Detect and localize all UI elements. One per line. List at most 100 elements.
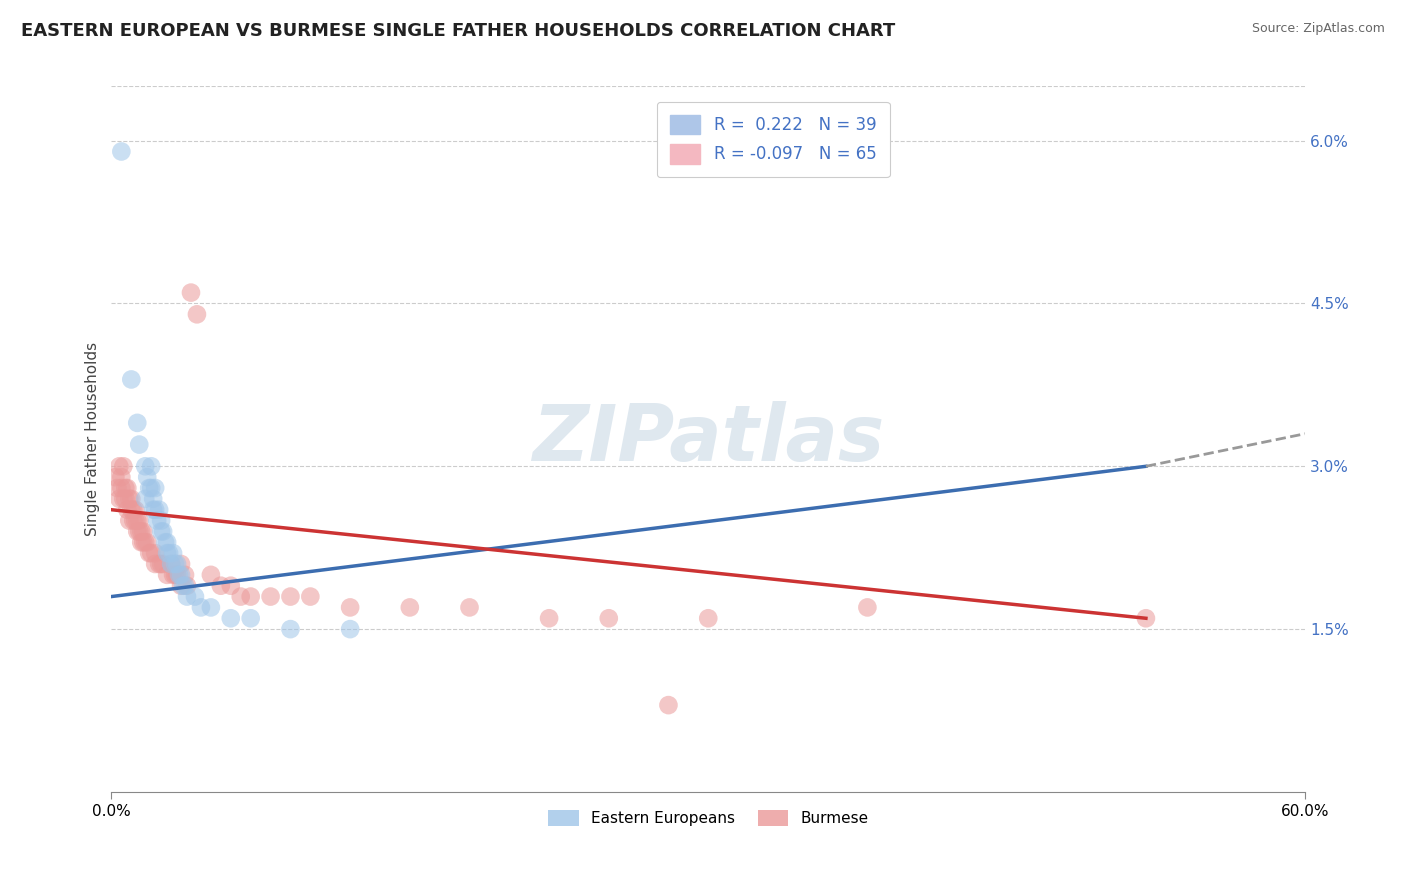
Point: [118, 514, 141, 528]
Point: [127, 514, 149, 528]
Point: [134, 491, 156, 506]
Point: [134, 535, 156, 549]
Point: [166, 567, 188, 582]
Y-axis label: Single Father Households: Single Father Households: [86, 343, 100, 536]
Point: [143, 546, 166, 560]
Point: [219, 611, 242, 625]
Point: [339, 600, 361, 615]
Point: [339, 622, 361, 636]
Point: [148, 502, 170, 516]
Point: [538, 611, 561, 625]
Point: [239, 590, 262, 604]
Point: [162, 546, 184, 560]
Point: [146, 514, 169, 528]
Point: [172, 579, 194, 593]
Point: [128, 524, 150, 539]
Point: [190, 600, 212, 615]
Point: [259, 590, 281, 604]
Point: [120, 502, 142, 516]
Point: [136, 535, 159, 549]
Point: [141, 459, 163, 474]
Point: [117, 481, 139, 495]
Point: [124, 514, 146, 528]
Point: [167, 567, 190, 582]
Point: [176, 590, 198, 604]
Point: [156, 535, 179, 549]
Point: [132, 524, 155, 539]
Point: [110, 481, 132, 495]
Point: [150, 557, 173, 571]
Point: [122, 502, 145, 516]
Point: [186, 307, 208, 321]
Point: [127, 524, 149, 539]
Point: [657, 698, 679, 712]
Point: [200, 567, 222, 582]
Point: [142, 502, 165, 516]
Point: [104, 470, 127, 484]
Point: [142, 491, 165, 506]
Point: [143, 502, 166, 516]
Point: [280, 622, 302, 636]
Point: [157, 546, 180, 560]
Point: [110, 470, 132, 484]
Point: [156, 567, 179, 582]
Point: [150, 514, 173, 528]
Point: [209, 579, 232, 593]
Point: [697, 611, 720, 625]
Point: [141, 546, 163, 560]
Point: [174, 579, 197, 593]
Point: [1135, 611, 1157, 625]
Text: ZIPatlas: ZIPatlas: [531, 401, 884, 477]
Point: [127, 416, 149, 430]
Text: Source: ZipAtlas.com: Source: ZipAtlas.com: [1251, 22, 1385, 36]
Point: [174, 567, 197, 582]
Point: [105, 481, 128, 495]
Point: [160, 557, 183, 571]
Point: [128, 437, 150, 451]
Point: [148, 557, 170, 571]
Point: [134, 459, 156, 474]
Point: [124, 502, 146, 516]
Point: [165, 557, 187, 571]
Point: [162, 567, 184, 582]
Point: [153, 535, 176, 549]
Point: [152, 524, 174, 539]
Point: [143, 557, 166, 571]
Point: [200, 600, 222, 615]
Point: [118, 491, 141, 506]
Point: [165, 567, 187, 582]
Point: [219, 579, 242, 593]
Point: [117, 502, 139, 516]
Point: [132, 535, 155, 549]
Point: [112, 491, 135, 506]
Point: [229, 590, 252, 604]
Point: [129, 535, 152, 549]
Point: [184, 590, 207, 604]
Point: [114, 481, 136, 495]
Point: [239, 611, 262, 625]
Point: [598, 611, 620, 625]
Point: [299, 590, 322, 604]
Point: [143, 481, 166, 495]
Point: [129, 524, 152, 539]
Point: [138, 481, 160, 495]
Point: [160, 557, 183, 571]
Point: [108, 459, 131, 474]
Point: [170, 567, 193, 582]
Point: [120, 372, 142, 386]
Point: [112, 459, 135, 474]
Point: [176, 579, 198, 593]
Point: [110, 145, 132, 159]
Point: [152, 557, 174, 571]
Point: [166, 557, 188, 571]
Point: [122, 514, 145, 528]
Point: [120, 491, 142, 506]
Point: [128, 514, 150, 528]
Point: [138, 546, 160, 560]
Point: [114, 491, 136, 506]
Point: [856, 600, 879, 615]
Point: [156, 546, 179, 560]
Point: [170, 557, 193, 571]
Text: EASTERN EUROPEAN VS BURMESE SINGLE FATHER HOUSEHOLDS CORRELATION CHART: EASTERN EUROPEAN VS BURMESE SINGLE FATHE…: [21, 22, 896, 40]
Legend: Eastern Europeans, Burmese: Eastern Europeans, Burmese: [540, 803, 876, 834]
